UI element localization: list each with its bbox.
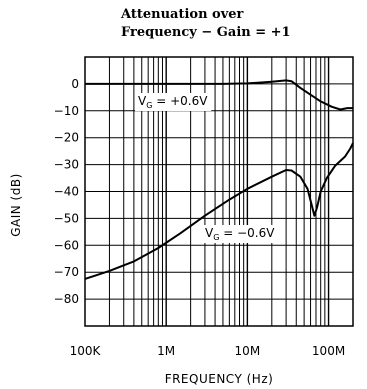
y-tick-label: −40 bbox=[54, 185, 79, 199]
y-tick-label: −70 bbox=[54, 265, 79, 279]
annotation-background-neg bbox=[202, 225, 279, 243]
annotation-vg-pos: VG = +0.6V bbox=[138, 94, 208, 110]
x-axis-label: FREQUENCY (Hz) bbox=[165, 372, 274, 386]
y-axis-label: GAIN (dB) bbox=[9, 173, 23, 237]
series-line-1 bbox=[85, 79, 353, 111]
series-line-2 bbox=[84, 142, 354, 280]
x-tick-label: 1M bbox=[157, 344, 175, 358]
x-tick-labels: 100K 1M 10M 100M bbox=[70, 344, 346, 358]
y-tick-label: −10 bbox=[54, 104, 79, 118]
y-tick-labels: 0 −10 −20 −30 −40 −50 −60 −70 −80 bbox=[54, 77, 79, 306]
y-tick-label: −80 bbox=[54, 292, 79, 306]
y-tick-label: −30 bbox=[54, 158, 79, 172]
y-tick-label: −20 bbox=[54, 131, 79, 145]
x-tick-label: 100K bbox=[70, 344, 102, 358]
annotation-vg-neg: VG = −0.6V bbox=[205, 226, 275, 242]
x-tick-label: 100M bbox=[312, 344, 345, 358]
y-tick-label: −50 bbox=[54, 211, 79, 225]
x-tick-label: 10M bbox=[235, 344, 261, 358]
chart-title-line1: Attenuation over bbox=[120, 7, 244, 22]
y-tick-label: 0 bbox=[71, 77, 79, 91]
plot-frame bbox=[84, 56, 354, 327]
annotation-background-pos bbox=[135, 93, 212, 111]
chart-title-line2: Frequency − Gain = +1 bbox=[121, 25, 291, 40]
series-lines bbox=[84, 79, 354, 280]
y-tick-label: −60 bbox=[54, 238, 79, 252]
